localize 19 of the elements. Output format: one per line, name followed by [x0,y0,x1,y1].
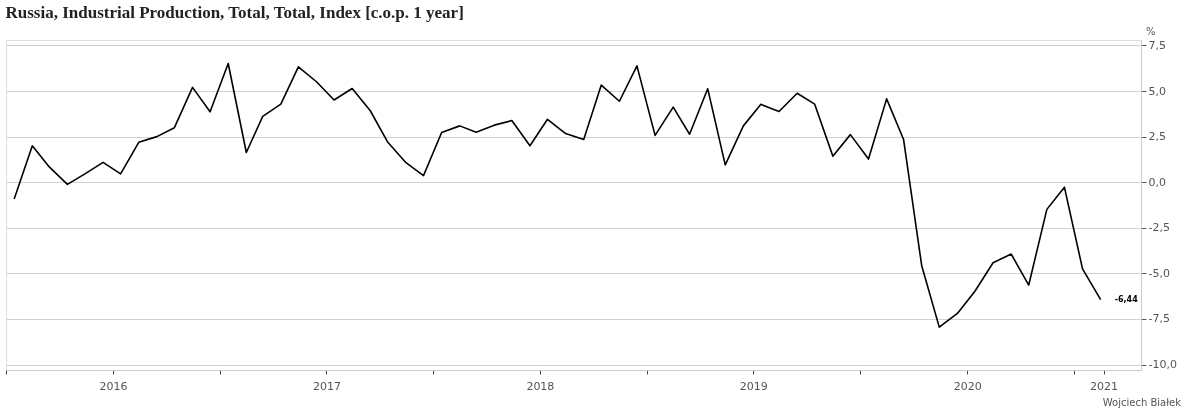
chart-title: Russia, Industrial Production, Total, Total, Index [c.o.p. 1 year] [5,3,464,22]
text: Wojciech Białek [1102,397,1182,408]
y-tick-label: -7,5 [1148,312,1170,326]
x-tick-label: 2017 [312,379,341,393]
y-tick-label: -5,0 [1148,266,1170,280]
x-tick-label: 2019 [739,379,768,393]
y-tick-label: -2,5 [1148,221,1170,235]
data-label: -6,44 [1114,294,1139,304]
x-tick-label: 2021 [1090,379,1119,393]
y-tick-label: 2,5 [1148,130,1166,144]
line-series [13,62,1102,328]
x-tick-label: 2018 [526,379,555,393]
y-tick-label: -10,0 [1148,358,1177,372]
y-tick-label: 0,0 [1148,175,1166,189]
y-tick-label: 5,0 [1148,84,1166,98]
x-tick-label: 2020 [953,379,982,393]
x-tick-label: 2016 [99,379,128,393]
y-tick-label: 7,5 [1148,38,1166,52]
y-axis-title: % [1145,25,1156,37]
